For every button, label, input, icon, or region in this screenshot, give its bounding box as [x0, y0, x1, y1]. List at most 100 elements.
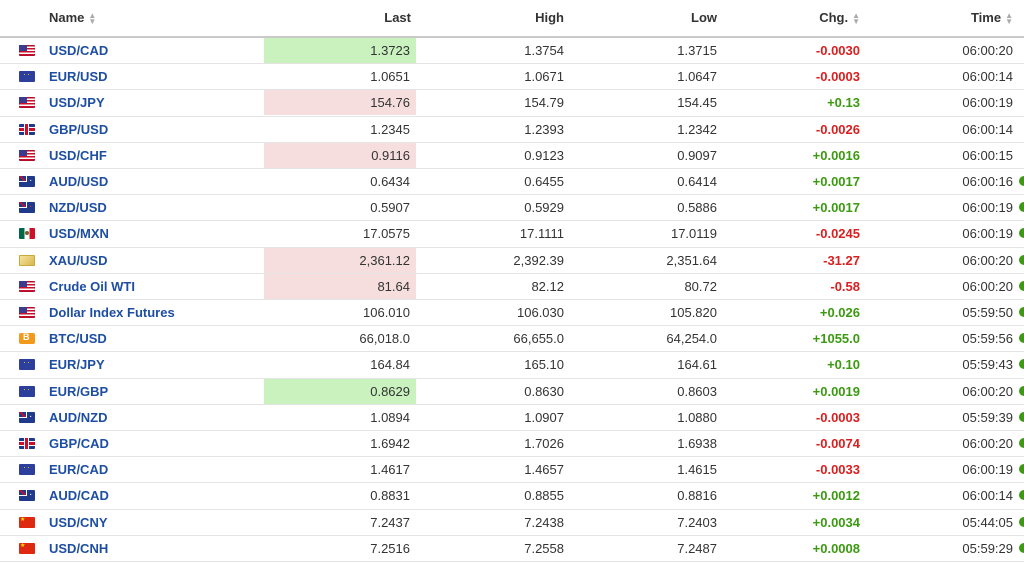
instrument-link[interactable]: NZD/USD [49, 200, 107, 216]
sort-icon[interactable]: ▲ ▼ [852, 10, 860, 26]
instrument-link[interactable]: AUD/NZD [49, 409, 108, 425]
high-price: 0.6455 [524, 174, 564, 189]
timestamp: 05:59:50 [962, 305, 1013, 320]
low-price: 80.72 [684, 278, 717, 294]
market-open-dot-icon [1019, 307, 1024, 317]
last-price: 66,018.0 [359, 331, 410, 347]
market-open-dot-icon [1019, 333, 1024, 344]
instrument-link[interactable]: Crude Oil WTI [49, 278, 135, 294]
market-open-dot-icon [1019, 490, 1024, 501]
instrument-link[interactable]: AUD/USD [49, 174, 109, 189]
change-value: -0.0003 [815, 69, 860, 85]
instrument-link[interactable]: USD/CNH [49, 540, 109, 556]
change-value: +0.0034 [812, 514, 860, 530]
low-price: 0.6414 [677, 174, 717, 189]
table-row[interactable]: EUR/USD 1.0651 1.0671 1.0647 -0.0003 06:00:14 [0, 64, 1024, 91]
timestamp: 06:00:14 [962, 69, 1013, 85]
instrument-link[interactable]: USD/CHF [49, 147, 107, 163]
table-row[interactable]: AUD/NZD 1.0894 1.0907 1.0880 -0.0003 05:59:39 [0, 405, 1024, 431]
change-value: -0.0030 [815, 43, 860, 58]
table-row[interactable]: XAU/USD 2,361.12 2,392.39 2,351.64 -31.27 06:… [0, 247, 1024, 274]
timestamp: 06:00:19 [962, 200, 1013, 216]
table-header: Name ▲ ▼ Last High Low Chg. ▲ ▼ Time ▲ ▼ [0, 0, 1024, 38]
instrument-link[interactable]: USD/CNY [49, 514, 108, 530]
table-row[interactable]: USD/CNH 7.2516 7.2558 7.2487 +0.0008 05:59:29 [0, 536, 1024, 562]
gb-flag-icon [19, 123, 35, 135]
low-price: 17.0119 [670, 226, 717, 242]
instrument-link[interactable]: BTC/USD [49, 331, 107, 347]
table-row[interactable]: USD/CAD 1.3723 1.3754 1.3715 -0.0030 06:00:20 [0, 38, 1024, 65]
table-row[interactable]: GBP/CAD 1.6942 1.7026 1.6938 -0.0074 06:00:20 [0, 431, 1024, 458]
market-open-dot-icon [1019, 516, 1024, 527]
column-header-low[interactable]: Low [564, 0, 717, 36]
instrument-link[interactable]: USD/JPY [49, 95, 105, 111]
table-row[interactable]: EUR/JPY 164.84 165.10 164.61 +0.10 05:59:43 [0, 352, 1024, 379]
instrument-link[interactable]: EUR/CAD [49, 462, 109, 478]
change-value: +0.13 [827, 95, 860, 111]
timestamp: 05:44:05 [962, 514, 1013, 530]
market-open-dot-icon [1019, 542, 1024, 553]
change-value: -31.27 [823, 252, 860, 268]
btc-flag-icon [19, 332, 35, 345]
column-header-chg[interactable]: Chg. ▲ ▼ [717, 0, 860, 36]
column-header-name[interactable]: Name ▲ ▼ [49, 0, 96, 36]
instrument-link[interactable]: USD/CAD [49, 43, 109, 58]
market-open-dot-icon [1019, 176, 1024, 186]
instrument-link[interactable]: EUR/USD [49, 69, 108, 85]
sort-icon[interactable]: ▲ ▼ [1005, 10, 1013, 26]
high-price: 66,655.0 [513, 331, 564, 347]
column-header-chg-label: Chg. [819, 10, 849, 25]
table-row[interactable]: Dollar Index Futures 106.010 106.030 105.82… [0, 300, 1024, 327]
instrument-link[interactable]: AUD/CAD [49, 488, 109, 504]
au-flag-icon [19, 176, 35, 187]
instrument-link[interactable]: GBP/USD [49, 121, 109, 137]
table-row[interactable]: GBP/USD 1.2345 1.2393 1.2342 -0.0026 06:00:14 [0, 117, 1024, 143]
table-row[interactable]: EUR/CAD 1.4617 1.4657 1.4615 -0.0033 06:00:19 [0, 457, 1024, 484]
column-header-last-label: Last [384, 10, 411, 25]
high-price: 1.4657 [524, 462, 564, 478]
sort-icon[interactable]: ▲ ▼ [88, 10, 97, 26]
low-price: 105.820 [670, 305, 717, 320]
us-flag-icon [19, 280, 35, 292]
column-header-high[interactable]: High [416, 0, 564, 36]
instrument-link[interactable]: USD/MXN [49, 226, 109, 242]
timestamp: 06:00:14 [962, 488, 1013, 504]
eu-flag-icon [19, 384, 35, 397]
instrument-link[interactable]: EUR/JPY [49, 357, 105, 373]
table-row[interactable]: AUD/USD 0.6434 0.6455 0.6414 +0.0017 06:00:16 [0, 169, 1024, 196]
table-row[interactable]: USD/CNY 7.2437 7.2438 7.2403 +0.0034 05:44:05 [0, 510, 1024, 536]
column-header-last[interactable]: Last [264, 0, 411, 36]
column-header-time-label: Time [970, 10, 1002, 25]
column-header-low-label: Low [691, 10, 717, 25]
column-header-time[interactable]: Time ▲ ▼ [860, 0, 1013, 36]
table-row[interactable]: EUR/GBP 0.8629 0.8630 0.8603 +0.0019 06:00:20 [0, 378, 1024, 405]
instrument-link[interactable]: XAU/USD [49, 252, 108, 268]
table-row[interactable]: BTC/USD 66,018.0 66,655.0 64,254.0 +1055.0 05… [0, 326, 1024, 353]
table-row[interactable]: USD/JPY 154.76 154.79 154.45 +0.13 06:00:19 [0, 90, 1024, 117]
high-price: 0.8855 [524, 488, 564, 504]
instrument-link[interactable]: Dollar Index Futures [49, 305, 175, 320]
table-row[interactable]: NZD/USD 0.5907 0.5929 0.5886 +0.0017 06:00:19 [0, 195, 1024, 222]
change-value: +0.0017 [812, 200, 860, 216]
instrument-link[interactable]: EUR/GBP [49, 383, 109, 399]
last-price: 7.2516 [370, 540, 410, 556]
market-open-dot-icon [1019, 359, 1024, 370]
last-price: 106.010 [363, 305, 410, 320]
low-price: 64,254.0 [666, 331, 717, 347]
us-flag-icon [19, 149, 35, 161]
change-value: -0.0074 [815, 436, 860, 451]
low-price: 1.2342 [677, 121, 717, 137]
timestamp: 06:00:20 [962, 252, 1013, 268]
table-row[interactable]: USD/MXN 17.0575 17.1111 17.0119 -0.0245 06:00… [0, 221, 1024, 248]
last-price: 81.64 [264, 273, 416, 299]
table-row[interactable]: Crude Oil WTI 81.64 82.12 80.72 -0.58 06:00:2… [0, 273, 1024, 300]
table-row[interactable]: USD/CHF 0.9116 0.9123 0.9097 +0.0016 06:00:15 [0, 142, 1024, 169]
low-price: 154.45 [677, 95, 717, 111]
change-value: -0.58 [830, 278, 860, 294]
xau-flag-icon [19, 254, 35, 266]
market-open-dot-icon [1019, 385, 1024, 396]
table-row[interactable]: AUD/CAD 0.8831 0.8855 0.8816 +0.0012 06:00:14 [0, 483, 1024, 510]
instrument-link[interactable]: GBP/CAD [49, 436, 109, 451]
last-price: 7.2437 [370, 514, 410, 530]
timestamp: 06:00:20 [962, 43, 1013, 58]
